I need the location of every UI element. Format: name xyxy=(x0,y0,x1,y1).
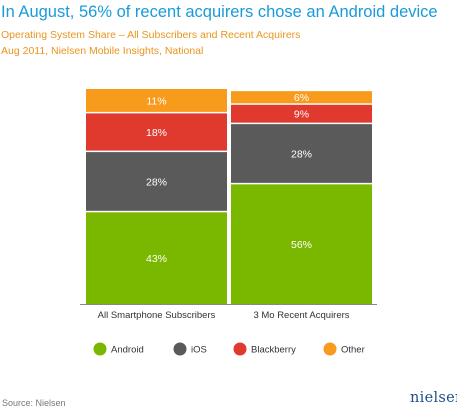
bar-segment-android xyxy=(231,184,372,304)
legend-label: Blackberry xyxy=(251,345,296,356)
bar-segment-blackberry xyxy=(86,113,227,151)
data-label: 28% xyxy=(291,149,312,161)
legend-swatch-other xyxy=(323,342,337,356)
data-label: 28% xyxy=(146,176,167,188)
category-label: 3 Mo Recent Acquirers xyxy=(253,310,349,321)
data-label: 6% xyxy=(294,92,309,104)
chart-subtitle: Operating System Share – All Subscribers… xyxy=(1,29,301,41)
category-label: All Smartphone Subscribers xyxy=(98,310,216,321)
data-label: 11% xyxy=(146,95,166,107)
bar-segment-blackberry xyxy=(231,104,372,123)
bar-segment-ios xyxy=(231,124,372,183)
legend-swatch-blackberry xyxy=(233,342,247,356)
legend-label: iOS xyxy=(191,345,207,356)
chart-subtitle-date: Aug 2011, Nielsen Mobile Insights, Natio… xyxy=(1,45,204,57)
legend-label: Other xyxy=(341,345,365,356)
data-label: 56% xyxy=(291,239,312,251)
data-label: 43% xyxy=(146,253,167,265)
legend-swatch-ios xyxy=(173,342,187,356)
legend-swatch-android xyxy=(93,342,107,356)
data-label: 18% xyxy=(146,127,167,139)
legend-label: Android xyxy=(111,345,144,356)
bar-segment-android xyxy=(86,212,227,304)
bar-segment-ios xyxy=(86,152,227,211)
chart-title: In August, 56% of recent acquirers chose… xyxy=(1,3,438,21)
nielsen-logo: nielsen xyxy=(410,390,457,406)
data-label: 9% xyxy=(294,109,309,121)
bar-segment-other xyxy=(231,91,372,104)
bar-segment-other xyxy=(86,89,227,112)
source-note: Source: Nielsen xyxy=(2,398,66,408)
